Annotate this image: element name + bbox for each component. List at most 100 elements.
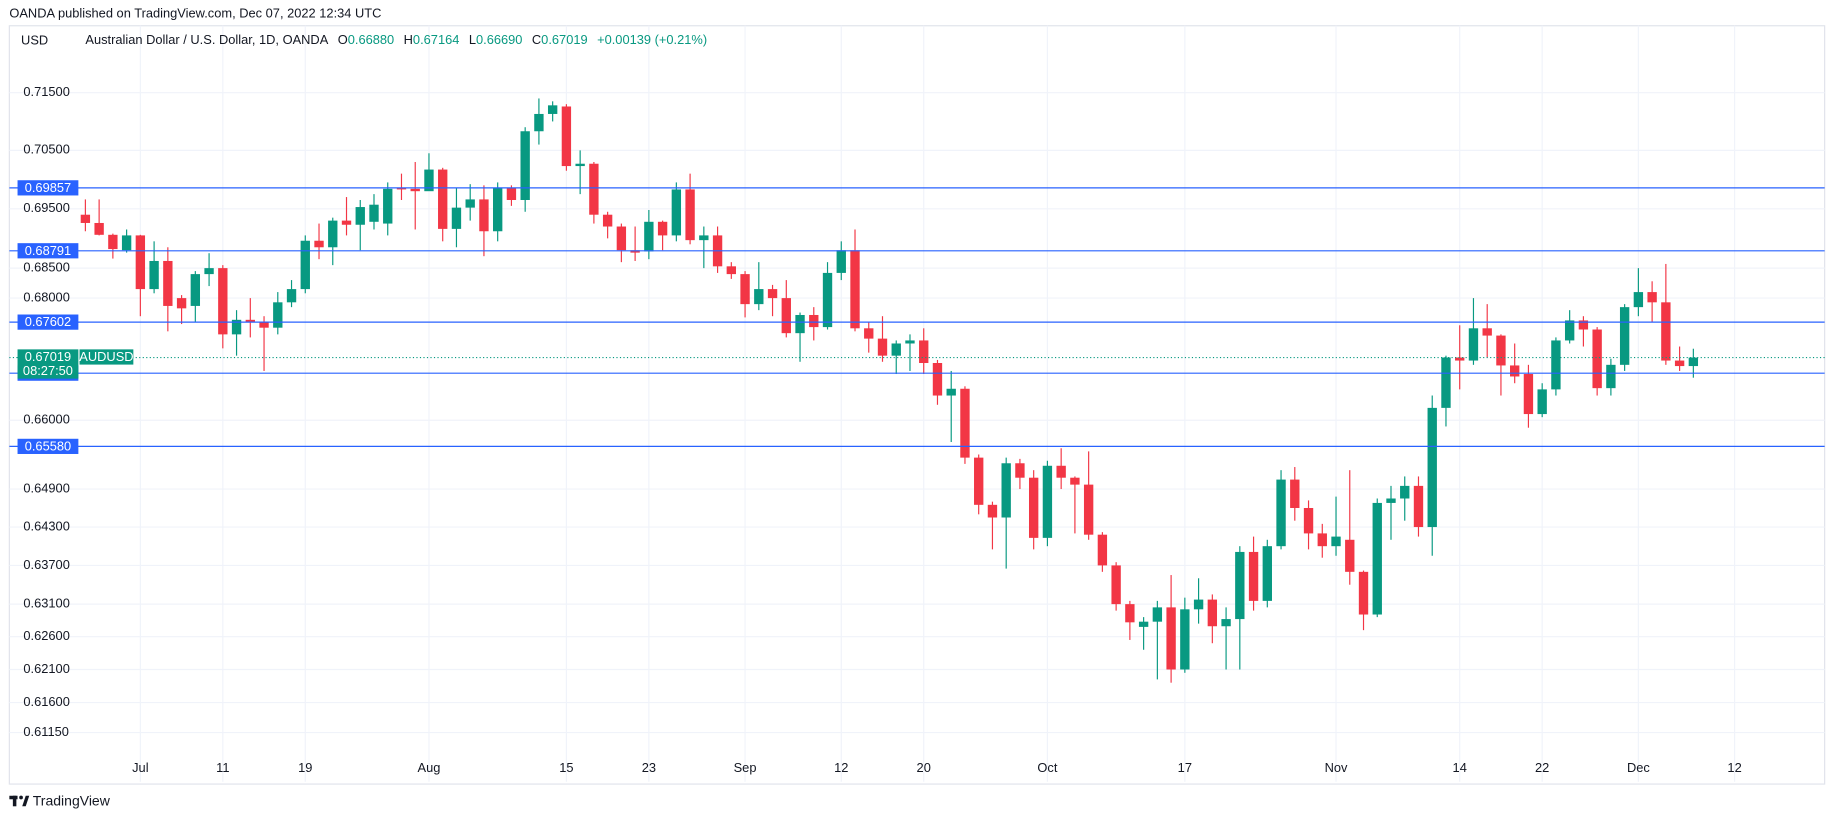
candle-body bbox=[1372, 502, 1382, 615]
candle-body bbox=[1688, 357, 1699, 367]
grid bbox=[9, 25, 1825, 782]
y-tick-label: 0.64300 bbox=[23, 518, 69, 533]
candle-body bbox=[1015, 463, 1025, 478]
candle-body bbox=[1647, 292, 1657, 303]
candle-body bbox=[671, 189, 682, 236]
candle-body bbox=[314, 240, 324, 248]
candle-body bbox=[259, 322, 269, 328]
candle-body bbox=[204, 268, 214, 275]
y-tick-label: 0.70500 bbox=[23, 142, 69, 157]
candle-body bbox=[1125, 604, 1135, 623]
close-value: 0.67019 bbox=[541, 32, 587, 47]
candle-body bbox=[190, 274, 201, 306]
brand-name: TradingView bbox=[33, 792, 111, 808]
candle-body bbox=[1592, 329, 1602, 389]
high-value: 0.67164 bbox=[413, 32, 459, 47]
candle-body bbox=[1070, 477, 1080, 485]
candle-body bbox=[1083, 484, 1094, 535]
candle-body bbox=[1111, 565, 1121, 605]
x-tick-label: Jul bbox=[132, 760, 148, 775]
candle-body bbox=[547, 105, 558, 114]
candle-body bbox=[1496, 335, 1506, 366]
x-tick-label: 12 bbox=[834, 760, 848, 775]
y-tick-label: 0.68000 bbox=[23, 289, 69, 304]
candle-body bbox=[479, 199, 489, 232]
candle-body bbox=[905, 340, 915, 344]
x-tick-label: 17 bbox=[1178, 760, 1192, 775]
x-tick-label: Oct bbox=[1037, 760, 1057, 775]
candle-body bbox=[121, 235, 132, 251]
candle-body bbox=[108, 234, 118, 250]
candle-body bbox=[1207, 599, 1218, 627]
candle-body bbox=[877, 338, 888, 356]
candle-body bbox=[328, 220, 338, 248]
candle-body bbox=[891, 343, 901, 356]
x-tick-label: 22 bbox=[1535, 760, 1549, 775]
symbol-box bbox=[79, 349, 134, 365]
candle-body bbox=[1606, 364, 1616, 389]
candle-body bbox=[520, 131, 530, 200]
candle-body bbox=[575, 163, 585, 167]
candle-body bbox=[245, 319, 255, 323]
candle-body bbox=[699, 235, 709, 241]
level-label-box bbox=[17, 243, 79, 259]
candle-body bbox=[561, 106, 572, 167]
last-price-box bbox=[17, 349, 79, 379]
high-label: H bbox=[404, 32, 413, 47]
candle-body bbox=[616, 226, 627, 251]
candle-body bbox=[1633, 292, 1644, 308]
low-label: L bbox=[469, 32, 476, 47]
symbol-name: Australian Dollar / U.S. Dollar, 1D, OAN… bbox=[85, 32, 328, 47]
candle-body bbox=[1248, 551, 1259, 601]
level-label-box bbox=[17, 180, 79, 196]
candle-body bbox=[657, 221, 668, 236]
candle-body bbox=[644, 221, 654, 252]
candle-body bbox=[726, 266, 736, 275]
candle-body bbox=[410, 188, 420, 192]
candle-body bbox=[836, 250, 846, 273]
x-tick-label: 14 bbox=[1453, 760, 1467, 775]
candle-body bbox=[341, 220, 352, 225]
candle-body bbox=[685, 189, 695, 241]
candle-body bbox=[273, 302, 283, 328]
last-price-label: 0.67019 bbox=[25, 349, 71, 364]
y-tick-label: 0.61150 bbox=[23, 724, 69, 739]
candle-body bbox=[1619, 307, 1630, 365]
candle-body bbox=[149, 260, 159, 290]
candle-body bbox=[974, 457, 984, 505]
y-tick-label: 0.68500 bbox=[23, 260, 69, 275]
candle-body bbox=[1551, 340, 1561, 390]
candle-body bbox=[946, 388, 956, 396]
y-tick-label: 0.63100 bbox=[23, 596, 69, 611]
candle-body bbox=[795, 314, 805, 334]
candle-body bbox=[1138, 621, 1149, 627]
candle-body bbox=[438, 169, 448, 229]
candle-body bbox=[231, 319, 242, 335]
candle-body bbox=[424, 169, 434, 192]
candle-body bbox=[864, 328, 874, 339]
candle-body bbox=[176, 298, 187, 309]
candle-body bbox=[1510, 365, 1520, 377]
candle-body bbox=[1674, 360, 1685, 367]
candle-body bbox=[1001, 463, 1011, 518]
candle-body bbox=[369, 204, 379, 222]
candle-body bbox=[809, 314, 819, 328]
candle-body bbox=[1193, 599, 1204, 610]
candle-body bbox=[1661, 302, 1671, 361]
candle-body bbox=[1235, 551, 1245, 620]
candle-body bbox=[1413, 485, 1424, 528]
candle-body bbox=[1221, 619, 1231, 627]
x-tick-label: Dec bbox=[1627, 760, 1650, 775]
candle-body bbox=[1578, 320, 1589, 330]
logo-shape bbox=[12, 795, 17, 807]
candle-body bbox=[1028, 477, 1039, 538]
countdown-label: 08:27:50 bbox=[23, 363, 73, 378]
candle-body bbox=[1400, 485, 1410, 499]
y-tick-label: 0.69500 bbox=[23, 200, 69, 215]
candle-body bbox=[1276, 479, 1286, 547]
candle-body bbox=[960, 388, 970, 458]
candle-body bbox=[465, 199, 475, 208]
plot-frame bbox=[8, 25, 1826, 785]
